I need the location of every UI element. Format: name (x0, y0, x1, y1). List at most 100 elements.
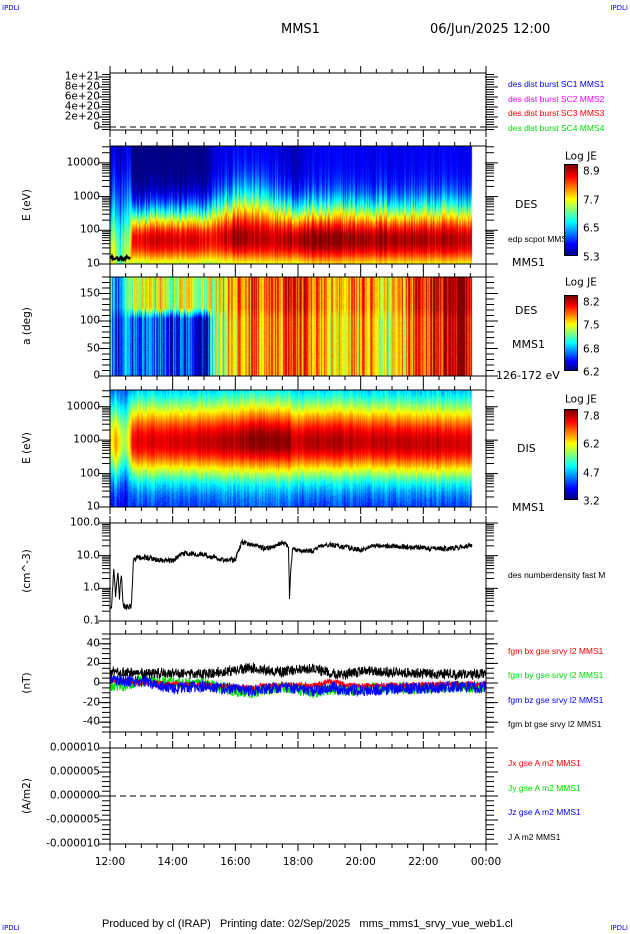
legend-entry: Jz gse A m2 MMS1 (508, 807, 581, 817)
y-tick-label: 2e+20 (64, 110, 100, 123)
x-tick-label: 14:00 (157, 856, 188, 868)
des-pitch-angle-frame (109, 276, 487, 377)
dis-energy-spectrogram-image (110, 390, 486, 507)
legend-entry: Jx gse A m2 MMS1 (508, 758, 581, 768)
des-pitch-angle-image (110, 277, 486, 376)
y-tick-label: 10000 (66, 400, 100, 413)
panel-side-label: DES (515, 198, 538, 211)
current-density-frame (109, 747, 487, 845)
des-energy-spectrogram-frame (109, 145, 487, 265)
legend-entry: fgm bz gse srvy l2 MMS1 (508, 695, 604, 705)
y-tick-label: 1000 (73, 433, 100, 446)
bz-line (109, 673, 487, 697)
y-tick-label: 0.000000 (49, 789, 100, 802)
corner-mark-bottom-left: IPDLI (2, 924, 20, 932)
spacecraft-title: MMS1 (281, 22, 320, 37)
y-axis-label: (nT) (21, 672, 33, 694)
corner-mark-top-left: IPDLI (2, 4, 20, 12)
scpot-line (109, 253, 131, 263)
x-tick-label: 18:00 (282, 856, 314, 868)
burst-indicator-frame (109, 72, 487, 131)
y-tick-label: 1.0 (83, 581, 100, 594)
y-tick-label: 150 (79, 287, 100, 299)
y-tick-label: 100.0 (69, 516, 100, 529)
y-tick-label: 10.0 (76, 549, 100, 562)
legend-entry: des numberdensity fast M (508, 570, 606, 580)
y-tick-label: 10 (86, 500, 100, 513)
y-tick-label: 40 (86, 637, 100, 650)
y-tick-label: 6e+20 (64, 90, 100, 103)
y-tick-label: 100 (79, 467, 100, 480)
colorbar-tick-label: 5.3 (583, 251, 600, 264)
corner-mark-top-right: IPDLI (610, 4, 628, 12)
y-tick-label: 1e+21 (64, 70, 100, 83)
y-tick-label: 100 (79, 314, 100, 327)
legend-entry: des dist burst SC4 MMS4 (508, 123, 605, 133)
y-tick-label: 4e+20 (64, 100, 100, 113)
y-tick-label: 8e+20 (64, 80, 100, 93)
legend-entry: des dist burst SC2 MMS2 (508, 94, 605, 104)
y-tick-label: 0 (93, 120, 100, 133)
colorbar-tick-label: 7.7 (583, 194, 600, 207)
colorbar-tick-label: 6.2 (583, 438, 600, 451)
colorbar (564, 409, 578, 500)
panel-side-label: MMS1 (512, 501, 545, 514)
y-tick-label: 100 (79, 223, 100, 236)
colorbar-tick-label: 3.2 (583, 495, 600, 508)
legend-entry: fgm bx gse srvy l2 MMS1 (508, 646, 604, 656)
y-tick-label: -0.000010 (46, 837, 100, 850)
density-line (109, 538, 473, 611)
x-tick-label: 16:00 (220, 856, 251, 868)
colorbar-title: Log JE (565, 276, 597, 289)
colorbar-tick-label: 7.8 (583, 410, 600, 423)
y-tick-label: 0.000005 (49, 765, 100, 778)
panel-side-label: DIS (517, 442, 536, 455)
y-tick-label: 10 (86, 257, 100, 270)
legend-entry: fgm by gse srvy l2 MMS1 (508, 670, 604, 680)
legend-entry: fgm bt gse srvy l2 MMS1 (508, 719, 602, 729)
colorbar-title: Log JE (565, 150, 597, 163)
des-number-density-frame (109, 522, 487, 622)
y-axis-label: E (eV) (21, 432, 33, 464)
colorbar-tick-label: 8.9 (583, 165, 600, 178)
legend-entry: des dist burst SC3 MMS3 (508, 108, 605, 118)
y-tick-label: -20 (82, 696, 100, 709)
footer-credits: Produced by cl (IRAP) Printing date: 02/… (102, 918, 513, 930)
colorbar-title: Log JE (565, 393, 597, 406)
x-tick-label: 22:00 (408, 856, 439, 868)
colorbar-tick-label: 4.7 (583, 467, 600, 480)
x-tick-label: 00:00 (470, 856, 502, 868)
panel-side-label: 126-172 eV (496, 369, 560, 382)
y-tick-label: 10000 (66, 156, 100, 169)
colorbar (564, 164, 578, 256)
y-tick-label: 20 (86, 656, 100, 669)
colorbar-tick-label: 7.5 (583, 319, 600, 332)
colorbar (564, 295, 578, 371)
y-tick-label: 0 (93, 369, 100, 382)
panel-side-label: DES (515, 304, 538, 317)
colorbar-tick-label: 6.8 (583, 343, 600, 356)
colorbar-tick-label: 6.5 (583, 222, 600, 235)
y-axis-label: (A/m2) (21, 778, 33, 814)
corner-mark-bottom-right: IPDLI (610, 924, 628, 932)
legend-entry: Jy gse A m2 MMS1 (508, 783, 581, 793)
legend-entry: des dist burst SC1 MMS1 (508, 79, 605, 89)
panel-side-label: MMS1 (512, 338, 545, 351)
colorbar-tick-label: 8.2 (583, 296, 600, 309)
y-tick-label: 0 (93, 676, 100, 689)
panel-side-label: edp scpot MMS1 (508, 234, 572, 244)
y-tick-label: -40 (82, 715, 100, 728)
plot-datetime: 06/Jun/2025 12:00 (430, 22, 551, 37)
y-tick-label: 50 (86, 342, 100, 354)
y-axis-label: (cm^-3) (21, 549, 33, 593)
bx-line (109, 676, 487, 692)
bt-line (109, 662, 487, 681)
y-axis-label: E (eV) (21, 189, 33, 221)
x-tick-label: 20:00 (345, 856, 376, 868)
x-tick-label: 12:00 (94, 856, 126, 868)
colorbar-tick-label: 6.2 (583, 366, 600, 379)
des-energy-spectrogram-image (110, 146, 486, 264)
y-tick-label: 0.000010 (49, 741, 100, 754)
